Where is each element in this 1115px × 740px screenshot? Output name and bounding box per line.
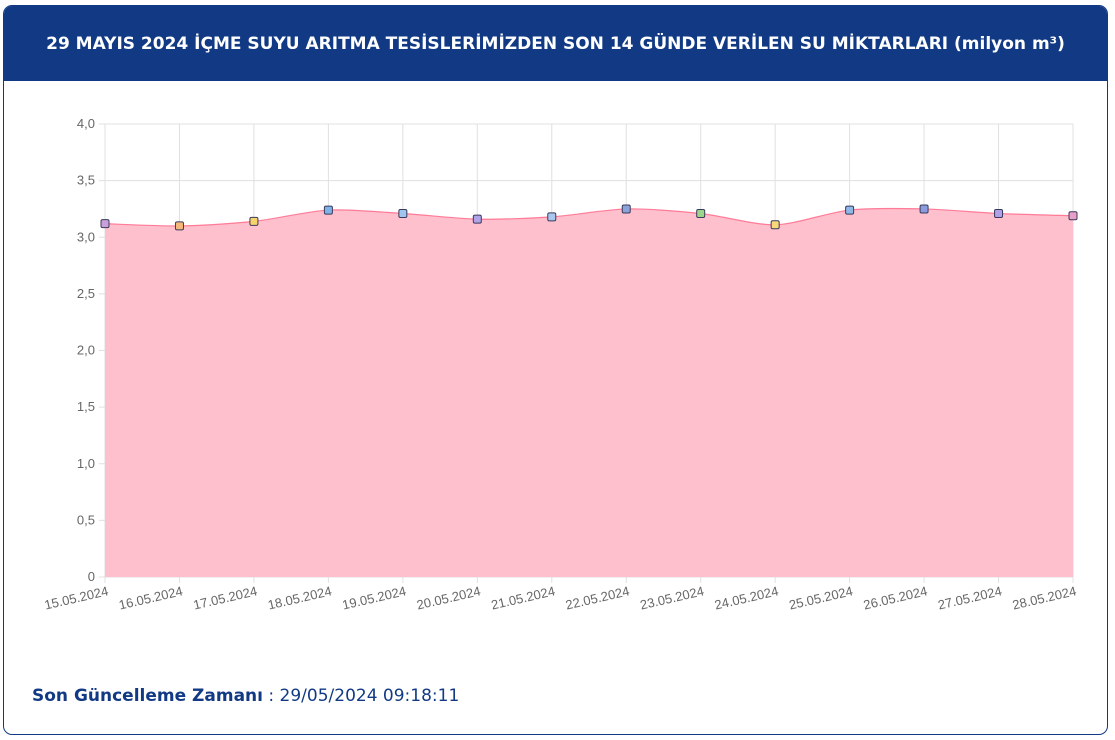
y-tick-label: 1,0 <box>77 456 95 471</box>
data-point[interactable] <box>472 214 482 224</box>
data-point[interactable] <box>249 216 259 226</box>
data-point[interactable] <box>919 204 929 214</box>
data-point[interactable] <box>323 205 333 215</box>
x-tick-label: 15.05.2024 <box>43 583 110 612</box>
last-update-value: 29/05/2024 09:18:11 <box>279 686 460 706</box>
y-axis-ticks: 0 0,5 1,0 1,5 2,0 2,5 3,0 3,5 4,0 <box>77 116 95 584</box>
x-tick-label: 26.05.2024 <box>862 583 929 612</box>
y-tick-label: 2,5 <box>77 286 95 301</box>
data-point[interactable] <box>770 220 780 230</box>
series-line <box>104 207 1074 227</box>
x-tick-label: 25.05.2024 <box>788 583 855 612</box>
x-tick-label: 23.05.2024 <box>639 583 706 612</box>
chart-title: 29 MAYIS 2024 İÇME SUYU ARITMA TESİSLERİ… <box>46 33 1065 54</box>
x-tick-label: 24.05.2024 <box>713 583 780 612</box>
data-point[interactable] <box>845 205 855 215</box>
chart-area: 0 0,5 1,0 1,5 2,0 2,5 3,0 3,5 4,0 15.05.2024 16.0… <box>4 81 1107 641</box>
last-update-label: Son Güncelleme Zamanı <box>32 686 263 706</box>
x-axis-ticks: 15.05.2024 16.05.2024 17.05.2024 18.05.2024… <box>43 583 1078 612</box>
y-tick-label: 2,0 <box>77 343 95 358</box>
x-tick-label: 27.05.2024 <box>936 583 1003 612</box>
x-tick-label: 17.05.2024 <box>192 583 259 612</box>
x-tick-label: 16.05.2024 <box>117 583 184 612</box>
data-point[interactable] <box>398 208 408 218</box>
data-point[interactable] <box>100 219 110 229</box>
y-tick-label: 4,0 <box>77 116 95 131</box>
last-update: Son Güncelleme Zamanı : 29/05/2024 09:18… <box>32 686 459 706</box>
area-fill <box>105 208 1073 577</box>
x-tick-label: 21.05.2024 <box>490 583 557 612</box>
x-tick-label: 19.05.2024 <box>341 583 408 612</box>
x-tick-label: 22.05.2024 <box>564 583 631 612</box>
data-point[interactable] <box>621 204 631 214</box>
data-point[interactable] <box>994 208 1004 218</box>
data-point[interactable] <box>174 221 184 231</box>
data-point[interactable] <box>1068 211 1078 221</box>
y-tick-label: 0,5 <box>77 512 95 527</box>
data-point[interactable] <box>547 212 557 222</box>
x-tick-label: 20.05.2024 <box>415 583 482 612</box>
y-tick-label: 3,5 <box>77 173 95 188</box>
data-point[interactable] <box>696 208 706 218</box>
data-points <box>100 204 1078 231</box>
area-series <box>104 207 1074 577</box>
y-tick-label: 0 <box>88 569 95 584</box>
area-chart: 0 0,5 1,0 1,5 2,0 2,5 3,0 3,5 4,0 15.05.2024 16.0… <box>43 116 1078 613</box>
x-tick-label: 18.05.2024 <box>266 583 333 612</box>
y-tick-label: 3,0 <box>77 229 95 244</box>
chart-header: 29 MAYIS 2024 İÇME SUYU ARITMA TESİSLERİ… <box>4 6 1107 81</box>
x-tick-label: 28.05.2024 <box>1011 583 1078 612</box>
chart-card: 29 MAYIS 2024 İÇME SUYU ARITMA TESİSLERİ… <box>3 5 1108 735</box>
y-tick-label: 1,5 <box>77 399 95 414</box>
last-update-separator: : <box>262 686 280 706</box>
